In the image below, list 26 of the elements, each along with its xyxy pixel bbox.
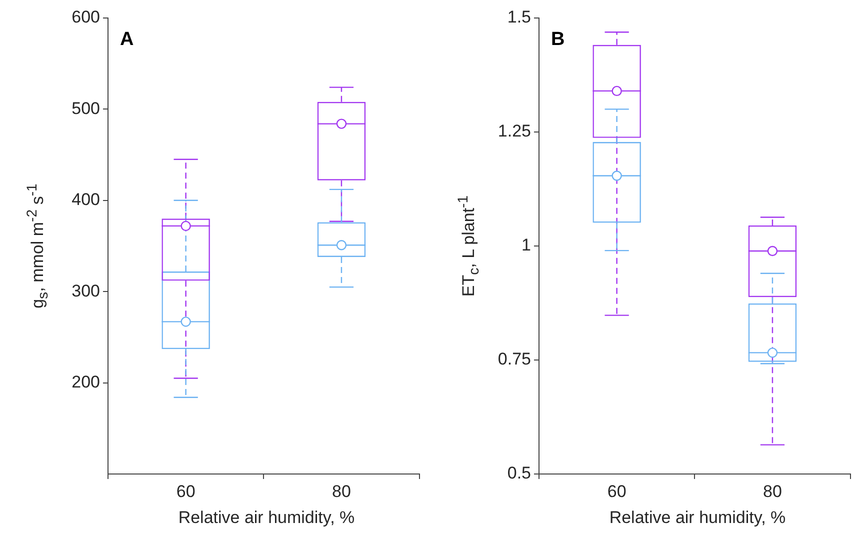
y-tick-label: 0.75 xyxy=(498,350,531,369)
point xyxy=(336,240,347,250)
point xyxy=(336,118,347,129)
x-tick-label: 60 xyxy=(176,482,196,501)
point xyxy=(767,348,778,358)
y-tick-label: 300 xyxy=(72,281,100,300)
y-tick-label: 600 xyxy=(72,8,100,27)
y-tick-label: 1 xyxy=(522,236,531,255)
y-tick-label: 400 xyxy=(72,190,100,210)
text: A xyxy=(120,29,134,51)
x-tick-label: 80 xyxy=(763,482,782,501)
y-tick-label: 1.5 xyxy=(507,8,531,27)
point xyxy=(612,170,622,181)
point xyxy=(180,220,191,232)
y-tick-label: 500 xyxy=(72,98,100,118)
x-tick-label: 60 xyxy=(607,482,626,501)
point xyxy=(767,246,778,256)
x-tick-label: 80 xyxy=(332,482,351,501)
point xyxy=(612,86,622,96)
y-tick-label: 200 xyxy=(72,372,100,392)
text: B xyxy=(551,29,565,51)
y-tick-label: 1.25 xyxy=(498,122,531,141)
y-tick-label: 0.5 xyxy=(507,464,531,483)
x-axis-title: Relative air humidity, % xyxy=(177,508,356,528)
point xyxy=(180,316,191,327)
x-axis-title: Relative air humidity, % xyxy=(608,508,787,528)
